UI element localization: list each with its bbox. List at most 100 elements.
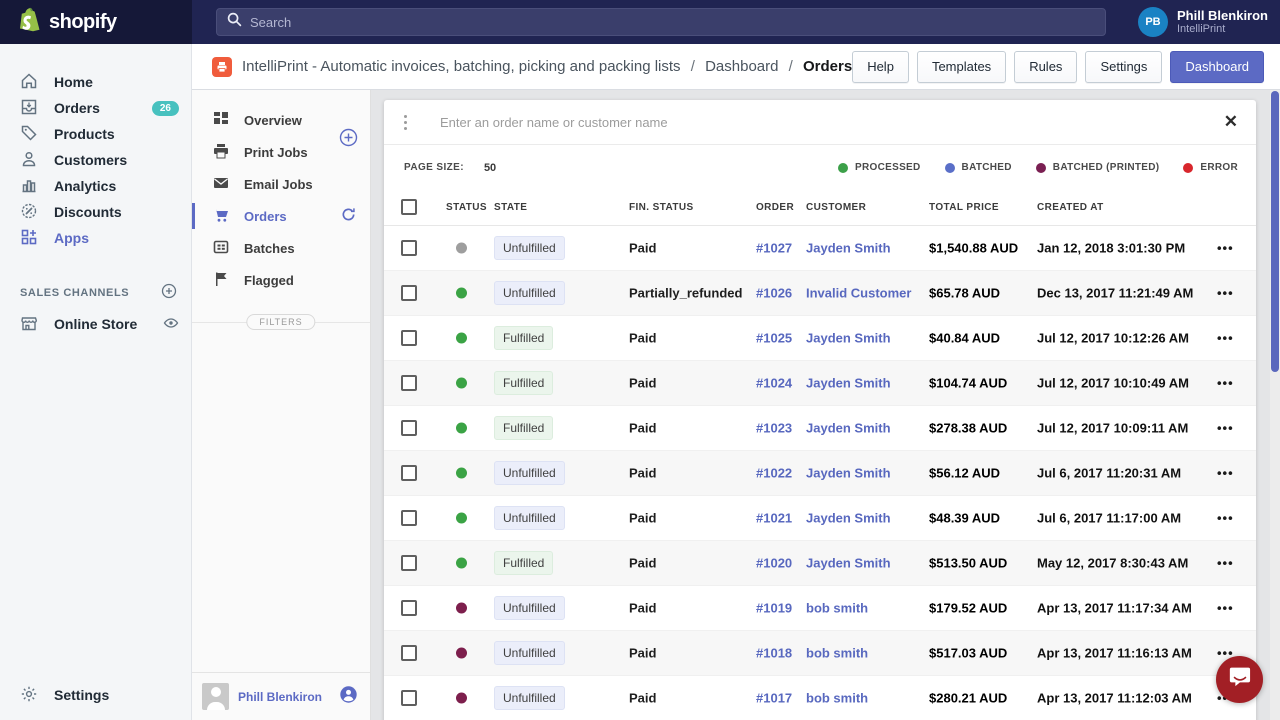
app-nav-print-jobs[interactable]: Print Jobs (192, 136, 370, 168)
customer-link[interactable]: bob smith (806, 600, 869, 616)
table-row[interactable]: Unfulfilled Paid #1027 Jayden Smith $1,5… (384, 226, 1256, 271)
refresh-icon[interactable] (341, 207, 356, 225)
row-checkbox[interactable] (401, 465, 417, 481)
row-actions-kebab[interactable]: ••• (1217, 645, 1234, 661)
table-row[interactable]: Unfulfilled Partially_refunded #1026 Inv… (384, 271, 1256, 316)
sidebar-item-settings[interactable]: Settings (0, 682, 191, 708)
customer-link[interactable]: Jayden Smith (806, 555, 891, 571)
row-actions-kebab[interactable]: ••• (1217, 240, 1234, 256)
customer-link[interactable]: Jayden Smith (806, 375, 891, 391)
column-header-total-price[interactable]: TOTAL PRICE (929, 202, 999, 213)
add-filter-button[interactable] (339, 128, 358, 152)
column-header-order[interactable]: ORDER (756, 202, 795, 213)
settings-button[interactable]: Settings (1085, 50, 1163, 83)
order-search-input[interactable] (440, 114, 1224, 130)
sidebar-item-home[interactable]: Home (0, 69, 191, 95)
order-link[interactable]: #1023 (756, 420, 793, 436)
customer-link[interactable]: bob smith (806, 645, 869, 661)
eye-icon[interactable] (163, 315, 179, 334)
search-input[interactable] (250, 14, 1095, 30)
footer-user-name[interactable]: Phill Blenkiron (238, 689, 323, 704)
order-link[interactable]: #1024 (756, 375, 793, 391)
customer-link[interactable]: Jayden Smith (806, 465, 891, 481)
order-link[interactable]: #1027 (756, 240, 793, 256)
row-actions-kebab[interactable]: ••• (1217, 555, 1234, 571)
order-link[interactable]: #1026 (756, 285, 793, 301)
order-link[interactable]: #1019 (756, 600, 793, 616)
select-all-checkbox[interactable] (401, 199, 417, 215)
vertical-scrollbar[interactable] (1270, 90, 1280, 720)
row-actions-kebab[interactable]: ••• (1217, 600, 1234, 616)
templates-button[interactable]: Templates (916, 50, 1007, 83)
scrollbar-thumb[interactable] (1271, 91, 1279, 372)
app-nav-batches[interactable]: Batches (192, 232, 370, 264)
app-nav-overview[interactable]: Overview (192, 104, 370, 136)
row-checkbox[interactable] (401, 690, 417, 706)
help-button[interactable]: Help (852, 50, 909, 83)
table-row[interactable]: Unfulfilled Paid #1022 Jayden Smith $56.… (384, 451, 1256, 496)
order-link[interactable]: #1025 (756, 330, 793, 346)
order-link[interactable]: #1022 (756, 465, 793, 481)
dashboard-button[interactable]: Dashboard (1170, 50, 1265, 83)
row-checkbox[interactable] (401, 375, 417, 391)
column-header-created-at[interactable]: CREATED AT (1037, 202, 1104, 213)
close-icon[interactable]: ✕ (1223, 112, 1238, 131)
row-checkbox[interactable] (401, 600, 417, 616)
sidebar-item-apps[interactable]: Apps (0, 225, 191, 251)
table-row[interactable]: Unfulfilled Paid #1018 bob smith $517.03… (384, 631, 1256, 676)
row-checkbox[interactable] (401, 330, 417, 346)
order-link[interactable]: #1021 (756, 510, 793, 526)
sidebar-item-customers[interactable]: Customers (0, 147, 191, 173)
sidebar-item-discounts[interactable]: Discounts (0, 199, 191, 225)
order-link[interactable]: #1018 (756, 645, 793, 661)
customer-link[interactable]: bob smith (806, 690, 869, 706)
order-link[interactable]: #1017 (756, 690, 793, 706)
row-actions-kebab[interactable]: ••• (1217, 375, 1234, 391)
app-nav-orders[interactable]: Orders (192, 200, 370, 232)
row-checkbox[interactable] (401, 285, 417, 301)
order-link[interactable]: #1020 (756, 555, 793, 571)
row-actions-kebab[interactable]: ••• (1217, 465, 1234, 481)
sidebar-item-orders[interactable]: Orders 26 (0, 95, 191, 121)
page-size-value[interactable]: 50 (483, 161, 497, 174)
sidebar-item-products[interactable]: Products (0, 121, 191, 147)
column-header-fin-status[interactable]: FIN. STATUS (629, 202, 694, 213)
breadcrumb-dashboard[interactable]: Dashboard (705, 58, 779, 75)
chat-launcher-button[interactable] (1216, 656, 1263, 703)
sidebar-item-analytics[interactable]: Analytics (0, 173, 191, 199)
customer-link[interactable]: Jayden Smith (806, 330, 891, 346)
customer-link[interactable]: Jayden Smith (806, 240, 891, 256)
row-actions-kebab[interactable]: ••• (1217, 420, 1234, 436)
app-nav-flagged[interactable]: Flagged (192, 264, 370, 296)
global-search[interactable] (216, 8, 1106, 36)
options-kebab-icon[interactable] (404, 114, 407, 130)
table-row[interactable]: Unfulfilled Paid #1017 bob smith $280.21… (384, 676, 1256, 720)
table-row[interactable]: Fulfilled Paid #1024 Jayden Smith $104.7… (384, 361, 1256, 406)
rules-button[interactable]: Rules (1014, 50, 1078, 83)
row-checkbox[interactable] (401, 510, 417, 526)
row-actions-kebab[interactable]: ••• (1217, 330, 1234, 346)
column-header-status[interactable]: STATUS (446, 202, 487, 213)
table-row[interactable]: Unfulfilled Paid #1021 Jayden Smith $48.… (384, 496, 1256, 541)
customer-link[interactable]: Jayden Smith (806, 420, 891, 436)
table-row[interactable]: Fulfilled Paid #1023 Jayden Smith $278.3… (384, 406, 1256, 451)
column-header-state[interactable]: STATE (494, 202, 528, 213)
column-header-customer[interactable]: CUSTOMER (806, 202, 867, 213)
row-actions-kebab[interactable]: ••• (1217, 510, 1234, 526)
row-actions-kebab[interactable]: ••• (1217, 285, 1234, 301)
table-row[interactable]: Unfulfilled Paid #1019 bob smith $179.52… (384, 586, 1256, 631)
breadcrumb-app-title[interactable]: IntelliPrint - Automatic invoices, batch… (242, 58, 681, 75)
row-checkbox[interactable] (401, 240, 417, 256)
row-checkbox[interactable] (401, 420, 417, 436)
row-checkbox[interactable] (401, 645, 417, 661)
user-menu[interactable]: PB Phill Blenkiron IntelliPrint (1137, 0, 1268, 44)
table-row[interactable]: Fulfilled Paid #1025 Jayden Smith $40.84… (384, 316, 1256, 361)
app-nav-email-jobs[interactable]: Email Jobs (192, 168, 370, 200)
table-row[interactable]: Fulfilled Paid #1020 Jayden Smith $513.5… (384, 541, 1256, 586)
row-checkbox[interactable] (401, 555, 417, 571)
shopify-logo[interactable]: shopify (0, 0, 192, 44)
add-channel-icon[interactable] (161, 283, 177, 304)
sidebar-item-online-store[interactable]: Online Store (0, 311, 191, 337)
customer-link[interactable]: Jayden Smith (806, 510, 891, 526)
customer-link[interactable]: Invalid Customer (806, 285, 912, 301)
